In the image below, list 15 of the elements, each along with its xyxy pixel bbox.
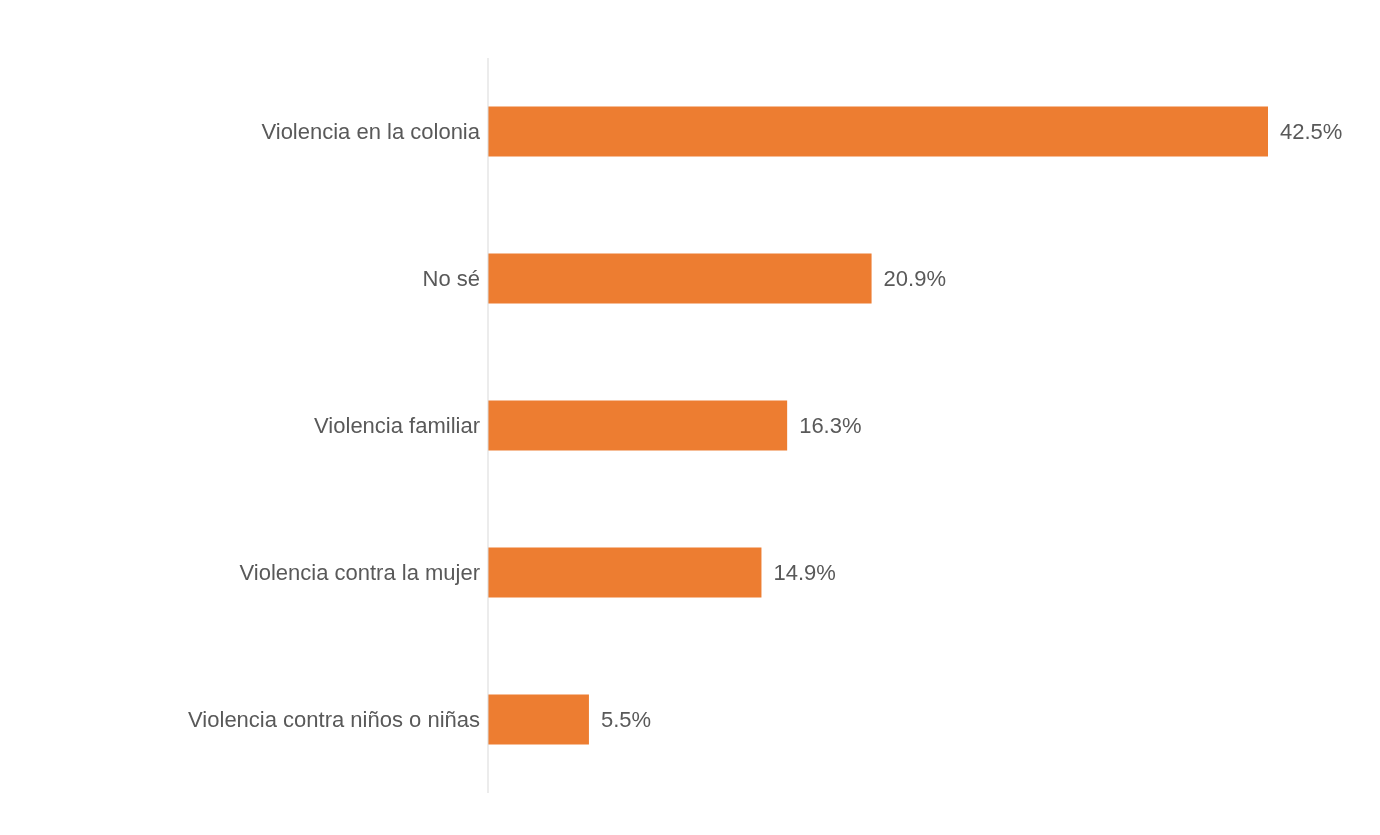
y-tick-label: Violencia en la colonia bbox=[261, 119, 481, 145]
y-tick-label: No sé bbox=[422, 266, 480, 292]
data-label: 42.5% bbox=[1280, 119, 1343, 145]
y-tick-label: Violencia contra niños o niñas bbox=[188, 707, 480, 733]
y-tick-label: Violencia familiar bbox=[314, 413, 480, 439]
y-tick-label: Violencia contra la mujer bbox=[239, 560, 480, 586]
bar bbox=[488, 253, 872, 304]
data-label: 16.3% bbox=[799, 413, 862, 439]
bar bbox=[488, 547, 762, 598]
bar bbox=[488, 400, 788, 451]
bar bbox=[488, 106, 1268, 157]
data-label: 5.5% bbox=[600, 707, 652, 733]
data-label: 20.9% bbox=[883, 266, 946, 292]
bar bbox=[488, 694, 589, 745]
data-label: 14.9% bbox=[773, 560, 836, 586]
